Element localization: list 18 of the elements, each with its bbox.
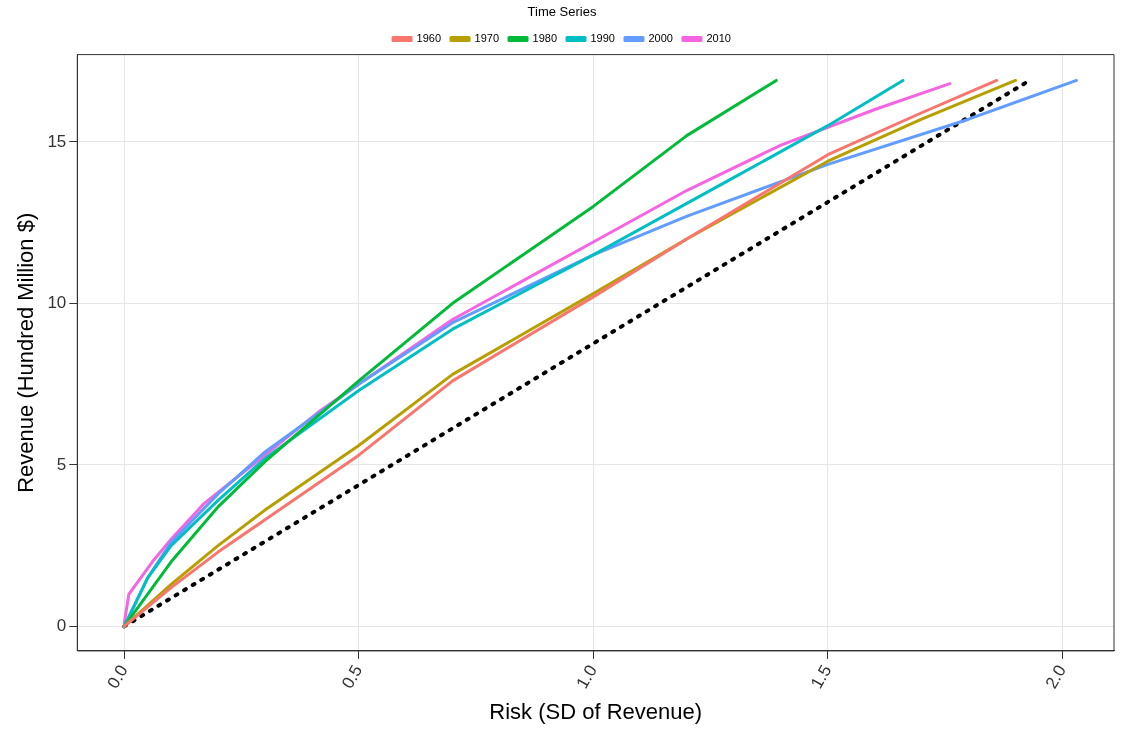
y-tick-label: 5	[56, 454, 67, 474]
x-axis-title: Risk (SD of Revenue)	[489, 698, 703, 724]
legend-label: 1960	[416, 32, 442, 45]
y-tick-label: 10	[47, 293, 67, 313]
x-tick-label: 0.0	[103, 661, 132, 692]
legend-label: 2000	[648, 32, 673, 45]
x-tick-label: 1.5	[807, 661, 836, 692]
legend-label: 1980	[532, 32, 558, 45]
x-tick-label: 0.5	[338, 661, 367, 692]
x-tick-label: 1.0	[572, 661, 601, 692]
x-tick-label: 2.0	[1041, 661, 1070, 692]
y-tick-label: 15	[47, 131, 67, 151]
legend-label: 1970	[474, 32, 500, 45]
legend-title: Time Series	[527, 4, 597, 20]
y-axis-title: Revenue (Hundred Million $)	[13, 212, 39, 493]
y-tick-label: 0	[56, 616, 67, 636]
legend-label: 2010	[706, 32, 731, 45]
legend-label: 1990	[590, 32, 615, 45]
